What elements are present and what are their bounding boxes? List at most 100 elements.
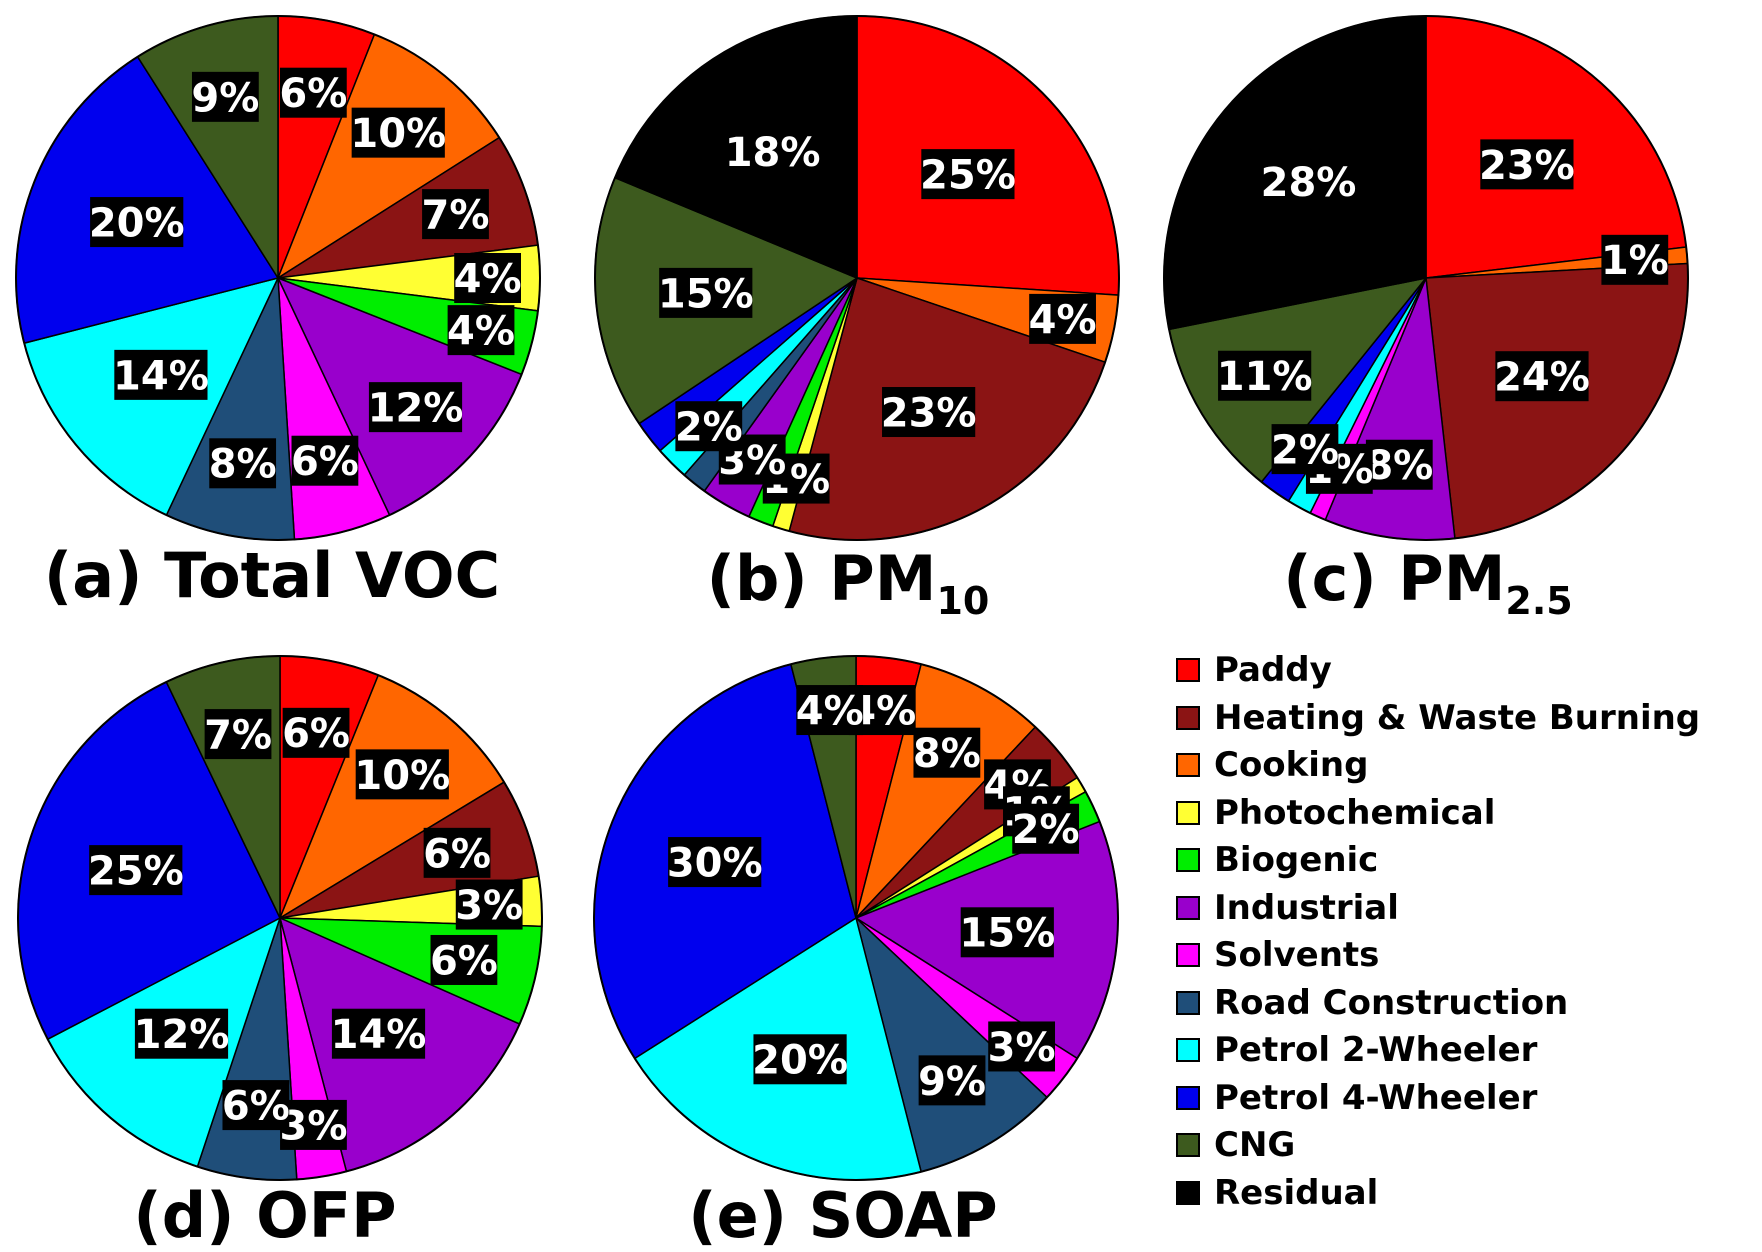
slice-label-photochemical: 4%: [454, 253, 522, 303]
slice-label-text: 20%: [89, 200, 185, 246]
slice-label-cng: 9%: [191, 71, 259, 122]
slice-label-heating-waste-burning: 24%: [1494, 351, 1590, 402]
slice-label-box: [114, 349, 208, 400]
slice-label-box: [222, 1080, 290, 1131]
legend-item-cooking: Cooking: [1176, 745, 1368, 785]
pie-b-pm10: 25%4%23%1%3%2%15%18%: [594, 15, 1120, 541]
slice-label-box: [355, 749, 449, 800]
slice-label-text: 23%: [1479, 143, 1575, 189]
slice-label-text: 25%: [88, 849, 184, 895]
slice-label-petrol-2-wheeler: 2%: [675, 401, 743, 452]
legend-swatch: [1176, 895, 1200, 920]
pie-title-pm10: (b) PM10: [706, 542, 990, 623]
slice-label-box: [331, 1008, 426, 1059]
slice-label-box: [1480, 139, 1574, 190]
slice-label-text: 8%: [913, 731, 981, 777]
slice-label-cooking: 10%: [350, 107, 446, 158]
slice-label-solvents: 3%: [279, 1099, 347, 1150]
slice-label-text: 30%: [667, 840, 763, 886]
slice-label-box: [1601, 234, 1669, 285]
slice-label-text: 6%: [282, 711, 350, 757]
slice-label-box: [1261, 156, 1356, 207]
legend-label: Biogenic: [1214, 840, 1379, 880]
pie-title-total-voc: (a) Total VOC: [43, 539, 501, 612]
slice-label-text: 23%: [881, 390, 977, 436]
slice-label-text: 4%: [454, 256, 522, 302]
slice-label-box: [291, 435, 359, 486]
slice-label-petrol-4-wheeler: 25%: [88, 845, 184, 896]
legend-label: Road Construction: [1214, 982, 1569, 1023]
slice-label-box: [204, 709, 272, 760]
slice-label-industrial: 8%: [1365, 439, 1433, 490]
slice-label-text: 3%: [279, 1103, 347, 1149]
legend-item-solvents: Solvents: [1176, 935, 1379, 975]
slice-label-industrial: 15%: [959, 907, 1055, 958]
slice-label-solvents: 6%: [291, 435, 359, 486]
slice-label-paddy: 6%: [282, 707, 350, 758]
slice-label-box: [430, 934, 498, 985]
slice-label-text: 6%: [423, 831, 491, 877]
pie-title-pm25: (c) PM2.5: [1283, 542, 1573, 623]
slice-label-petrol-4-wheeler: 2%: [1271, 424, 1339, 475]
slice-label-box: [447, 305, 515, 356]
pie-c-pm2-5: 23%1%24%8%1%2%11%28%: [1163, 15, 1689, 541]
pie-outline: [593, 655, 1119, 1181]
slice-label-petrol-4-wheeler: 20%: [89, 197, 185, 248]
slice-label-text: 11%: [1217, 354, 1313, 400]
slice-label-box: [279, 67, 347, 118]
slice-label-text: 4%: [1029, 297, 1097, 343]
slice-label-box: [282, 707, 350, 758]
slice-label-box: [921, 149, 1015, 200]
pie-outline: [15, 15, 541, 541]
legend-item-road-construction: Road Construction: [1176, 983, 1568, 1023]
legend-swatch: [1176, 990, 1200, 1015]
slice-label-text: 14%: [331, 1012, 427, 1058]
slice-label-heating-waste-burning: 7%: [422, 189, 489, 240]
slice-label-cng: 7%: [204, 709, 272, 760]
slice-label-box: [1271, 424, 1339, 475]
slice-label-petrol-2-wheeler: 20%: [752, 1034, 848, 1085]
slice-label-biogenic: 4%: [447, 305, 515, 356]
legend-item-cng: CNG: [1176, 1125, 1295, 1165]
slice-label-box: [1495, 351, 1589, 402]
slice-label-heating-waste-burning: 23%: [881, 387, 977, 438]
slice-label-cooking: 4%: [1029, 293, 1097, 344]
slice-label-text: 12%: [368, 386, 464, 432]
slice-label-industrial: 14%: [331, 1008, 427, 1059]
slice-label-cooking: 1%: [1601, 234, 1669, 285]
slice-label-box: [796, 685, 864, 736]
slice-label-box: [1365, 439, 1433, 490]
slice-label-petrol-2-wheeler: 14%: [113, 349, 209, 400]
pie-title-ofp: (d) OFP: [133, 1179, 397, 1252]
slice-label-petrol-2-wheeler: 12%: [134, 1008, 229, 1059]
legend-label: Heating & Waste Burning: [1214, 697, 1701, 738]
slice-label-text: 14%: [113, 353, 209, 399]
legend-item-industrial: Industrial: [1176, 888, 1399, 928]
slice-label-road-construction: 9%: [918, 1055, 986, 1106]
slice-label-text: 6%: [222, 1083, 290, 1129]
legend-item-residual: Residual: [1176, 1173, 1378, 1213]
legend-label: Cooking: [1214, 745, 1369, 785]
legend-swatch: [1176, 943, 1200, 967]
legend-item-photochemical: Photochemical: [1176, 793, 1495, 833]
slice-label-cooking: 10%: [354, 749, 450, 800]
slice-label-text: 15%: [658, 271, 754, 317]
legend-label: Photochemical: [1214, 792, 1496, 833]
slice-label-text: 1%: [1601, 238, 1669, 284]
legend-item-petrol-4-wheeler: Petrol 4-Wheeler: [1176, 1078, 1537, 1118]
slice-label-text: 2%: [1012, 807, 1080, 853]
slice-label-text: 6%: [279, 71, 347, 117]
legend-item-paddy: Paddy: [1176, 650, 1332, 690]
slice-label-text: 10%: [350, 111, 446, 157]
legend-swatch: [1176, 1133, 1200, 1157]
legend-swatch: [1176, 1085, 1200, 1110]
pie-outline: [1163, 15, 1689, 541]
slice-label-box: [422, 189, 489, 240]
legend-swatch: [1176, 848, 1200, 872]
slice-label-text: 9%: [191, 75, 259, 121]
slice-label-cng: 4%: [796, 685, 864, 736]
slice-label-box: [1012, 803, 1080, 854]
slice-label-text: 2%: [1271, 428, 1339, 474]
slice-label-road-construction: 8%: [209, 438, 277, 489]
pie-d-ofp: 6%10%6%3%6%14%3%6%12%25%7%: [17, 655, 543, 1181]
